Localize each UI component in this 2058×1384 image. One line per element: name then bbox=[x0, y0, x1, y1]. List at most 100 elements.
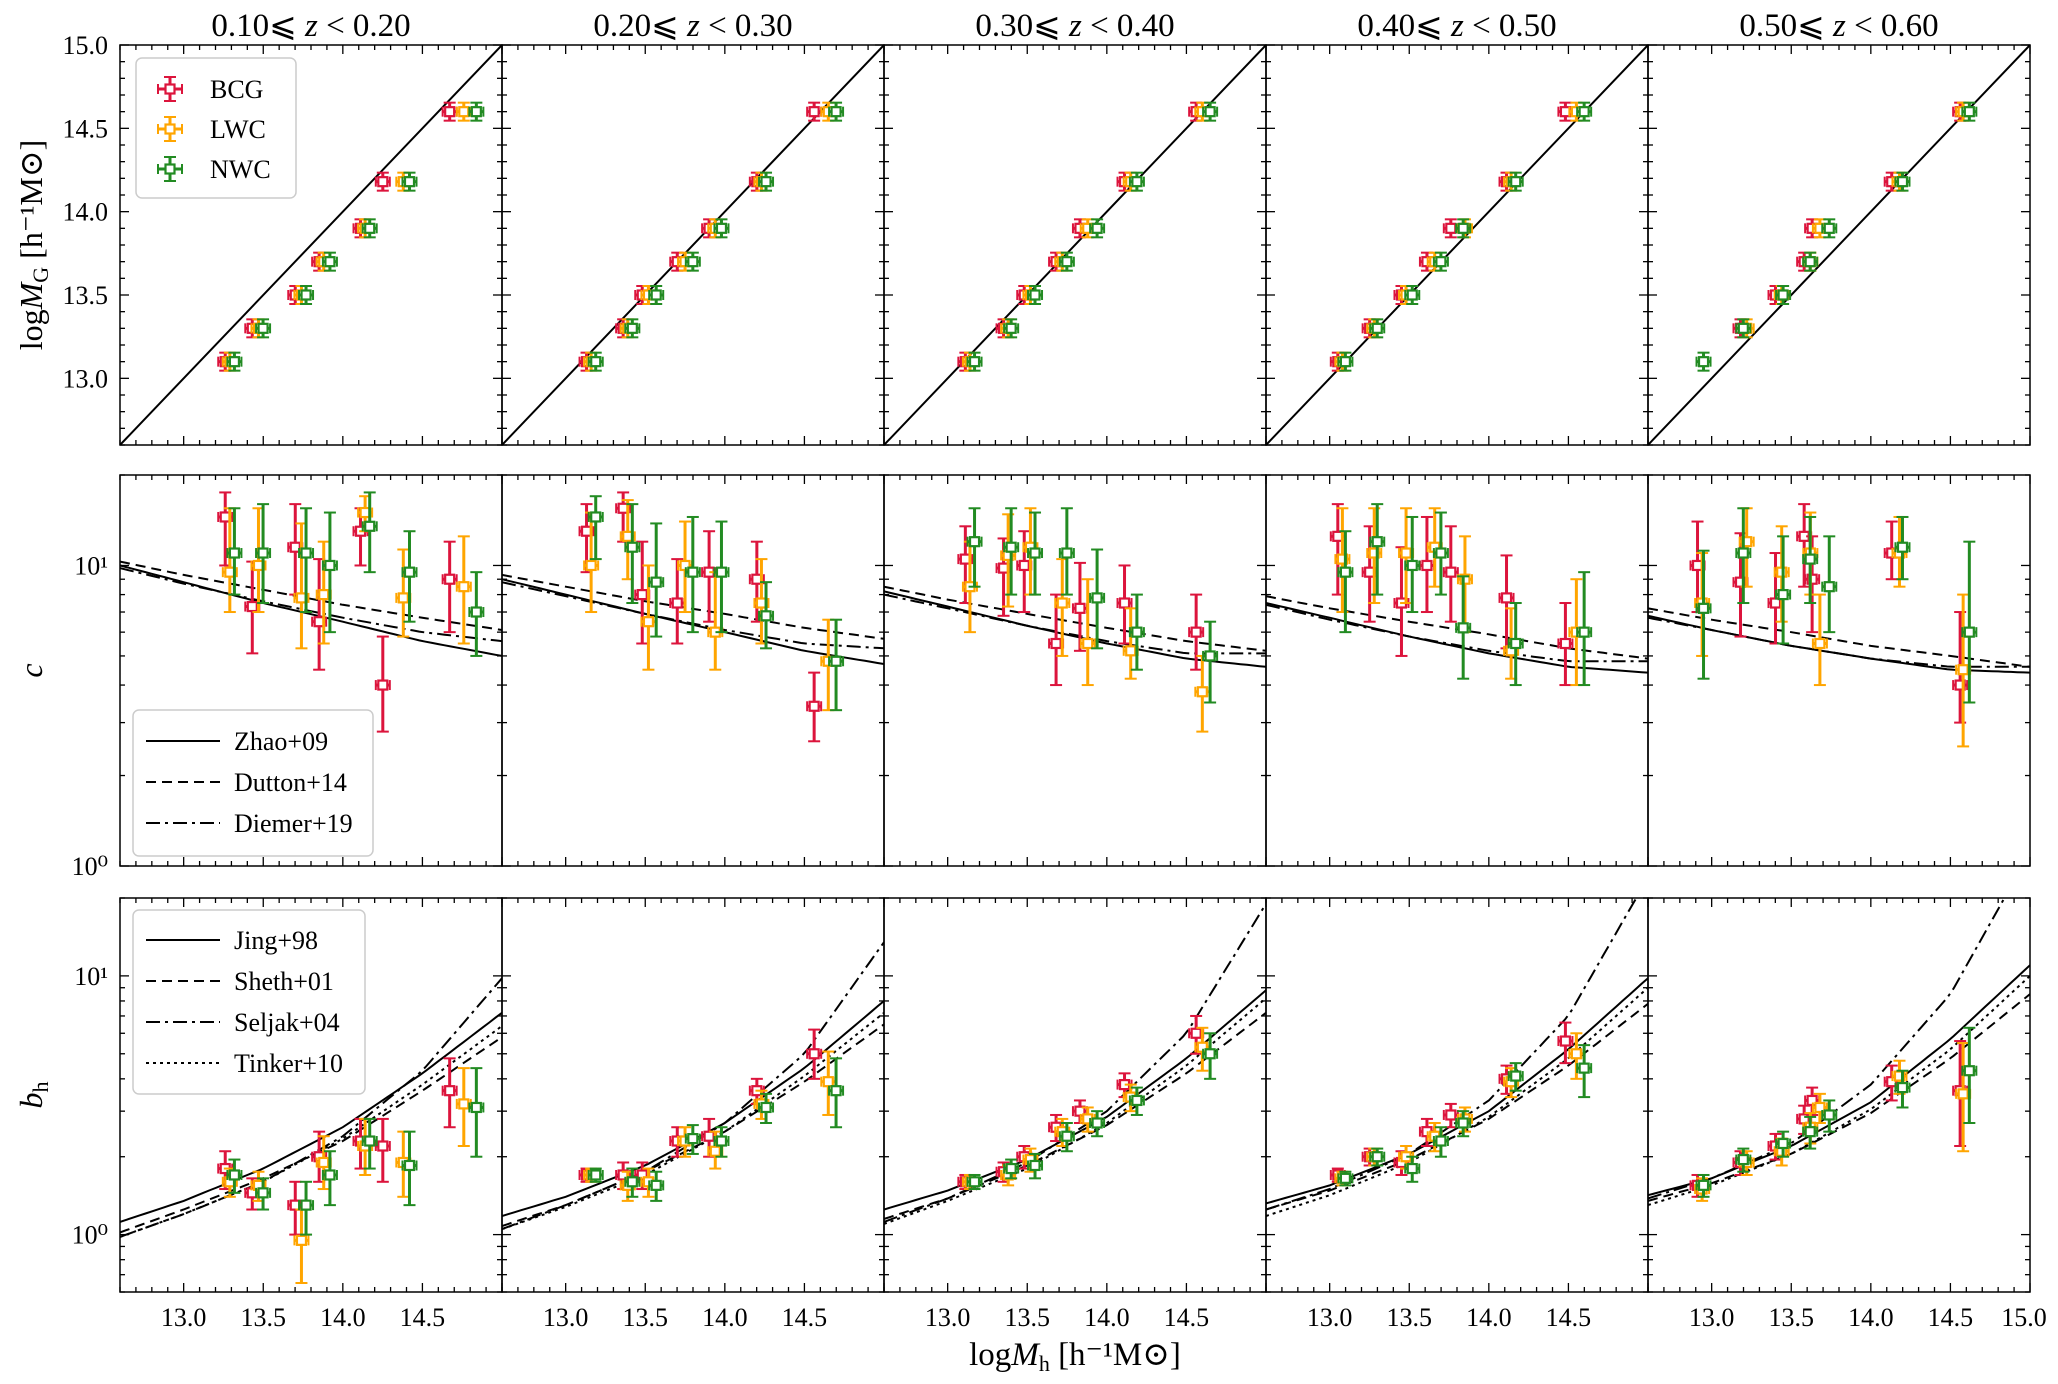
marker-square bbox=[364, 222, 376, 234]
data-point-nwc bbox=[1894, 171, 1911, 192]
marker-square bbox=[295, 1234, 308, 1246]
panel-plot-area bbox=[884, 45, 1266, 445]
data-point-nwc bbox=[587, 351, 604, 372]
marker-square bbox=[1204, 650, 1216, 662]
panel-frame bbox=[501, 897, 885, 1293]
data-point-nwc bbox=[361, 218, 378, 239]
y-tick-label: 10¹ bbox=[74, 962, 108, 991]
marker-square bbox=[1697, 1179, 1710, 1191]
data-point-nwc bbox=[1821, 535, 1838, 634]
data-point-nwc bbox=[1802, 1115, 1819, 1150]
marker-square bbox=[1814, 637, 1826, 650]
data-point-nwc bbox=[713, 520, 730, 634]
data-point-lwc bbox=[1955, 1042, 1972, 1153]
data-point-nwc bbox=[1821, 218, 1838, 239]
marker-square bbox=[1957, 664, 1969, 676]
data-point-bcg bbox=[806, 1028, 823, 1080]
panel-r1-c2 bbox=[883, 474, 1267, 867]
panel-plot-area bbox=[1266, 898, 1648, 1217]
marker-square bbox=[1457, 622, 1469, 634]
marker-square bbox=[458, 106, 470, 118]
marker-square bbox=[1005, 1162, 1017, 1175]
marker-square bbox=[1777, 1137, 1789, 1150]
marker-square bbox=[830, 655, 842, 667]
model-curve-jing98 bbox=[1648, 964, 2030, 1197]
data-point-bcg bbox=[441, 540, 458, 634]
panel-plot-area bbox=[120, 491, 502, 733]
legend-bias-models bbox=[132, 909, 366, 1095]
marker-square bbox=[324, 559, 336, 572]
data-point-nwc bbox=[226, 507, 243, 596]
data-point-nwc bbox=[1058, 507, 1075, 596]
data-point-nwc bbox=[1894, 1069, 1911, 1109]
model-curve-dutton14 bbox=[884, 585, 1266, 652]
x-tick-label: 14.0 bbox=[320, 1303, 366, 1332]
legend-square bbox=[164, 163, 176, 175]
marker-square bbox=[1131, 626, 1143, 638]
data-point-nwc bbox=[255, 1177, 272, 1211]
marker-square bbox=[458, 1098, 470, 1110]
marker-square bbox=[760, 176, 772, 188]
x-tick-label: 14.5 bbox=[1928, 1303, 1974, 1332]
marker-square bbox=[1896, 176, 1909, 188]
x-tick-label: 13.0 bbox=[925, 1303, 971, 1332]
data-point-nwc bbox=[361, 491, 378, 574]
marker-square bbox=[444, 1085, 456, 1097]
panel-r0-c3 bbox=[1265, 44, 1649, 446]
marker-square bbox=[318, 588, 330, 601]
marker-square bbox=[1190, 1027, 1202, 1039]
marker-square bbox=[1510, 176, 1522, 188]
marker-square bbox=[1196, 686, 1208, 698]
panel-title: 0.50⩽ z < 0.60 bbox=[1739, 8, 1938, 44]
x-tick-label: 13.5 bbox=[1769, 1303, 1815, 1332]
panel-r2-c0: 10⁰ 10¹ 13.0 13.5 14.0 14.5 bbox=[72, 897, 503, 1332]
data-point-nwc bbox=[401, 171, 418, 192]
panel-plot-area bbox=[1648, 503, 2030, 748]
data-point-nwc bbox=[401, 1130, 418, 1207]
y-tick-label: 15.0 bbox=[63, 31, 109, 60]
marker-square bbox=[318, 1156, 330, 1169]
data-point-nwc bbox=[713, 218, 730, 239]
marker-square bbox=[1406, 1162, 1418, 1175]
marker-square bbox=[1125, 645, 1137, 657]
marker-square bbox=[1018, 559, 1030, 572]
legend-label-lwc: LWC bbox=[210, 115, 266, 144]
x-tick-label: 14.5 bbox=[1546, 1303, 1592, 1332]
panel-frame bbox=[883, 897, 1267, 1293]
data-point-bcg bbox=[1048, 593, 1065, 687]
marker-square bbox=[1131, 1094, 1143, 1107]
marker-square bbox=[715, 222, 728, 234]
data-point-nwc bbox=[1058, 1122, 1075, 1153]
data-point-nwc bbox=[1027, 1152, 1044, 1180]
panel-r2-c1: 13.0 13.5 14.0 14.5 bbox=[501, 897, 885, 1332]
data-point-bcg bbox=[1557, 1021, 1574, 1065]
data-point-nwc bbox=[624, 1167, 641, 1198]
data-point-nwc bbox=[1735, 1147, 1752, 1173]
data-point-nwc bbox=[1404, 285, 1421, 305]
panel-plot-area bbox=[120, 45, 502, 445]
marker-square bbox=[324, 256, 336, 268]
marker-square bbox=[1339, 566, 1352, 578]
marker-square bbox=[1804, 256, 1816, 268]
data-point-nwc bbox=[1775, 1130, 1792, 1158]
marker-square bbox=[1091, 222, 1103, 234]
model-curve-jing98 bbox=[120, 1012, 502, 1223]
data-point-nwc bbox=[1455, 218, 1472, 239]
x-tick-label: 13.5 bbox=[241, 1303, 287, 1332]
marker-square bbox=[1500, 592, 1513, 604]
data-point-nwc bbox=[1432, 511, 1449, 596]
data-point-bcg bbox=[1418, 515, 1435, 614]
marker-square bbox=[590, 1169, 602, 1181]
legend-square bbox=[164, 123, 176, 135]
panel-plot-area bbox=[1648, 898, 2030, 1207]
marker-square bbox=[1777, 588, 1789, 601]
marker-square bbox=[377, 176, 389, 188]
panel-r0-c1 bbox=[501, 44, 885, 446]
data-point-nwc bbox=[1695, 1173, 1712, 1198]
marker-square bbox=[1029, 547, 1041, 559]
data-point-nwc bbox=[1695, 549, 1712, 680]
marker-square bbox=[1457, 222, 1469, 234]
x-tick-label: 14.5 bbox=[400, 1303, 446, 1332]
marker-square bbox=[1896, 541, 1909, 553]
